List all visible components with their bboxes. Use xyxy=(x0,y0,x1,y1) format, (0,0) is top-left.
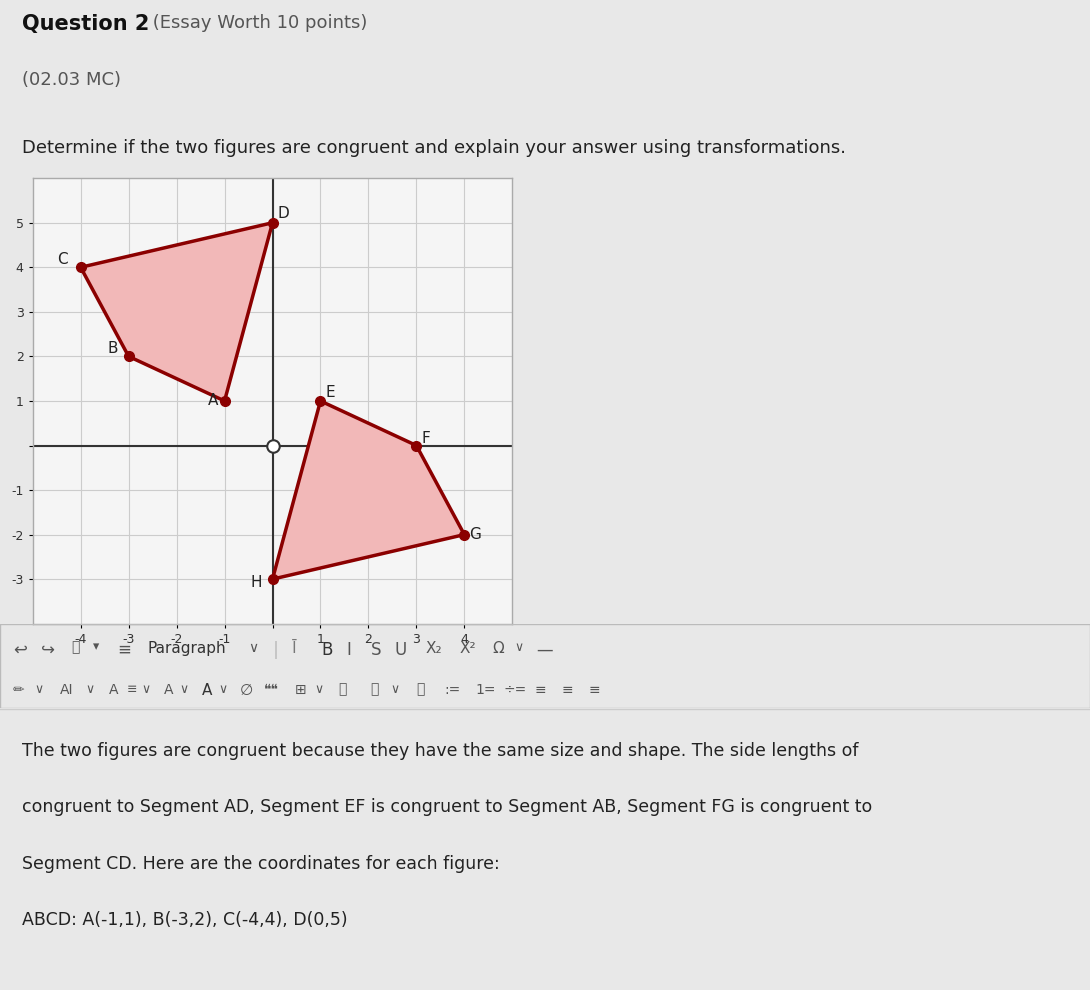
Text: AI: AI xyxy=(60,683,73,697)
Text: ≡: ≡ xyxy=(126,683,137,696)
Text: ∨: ∨ xyxy=(85,683,94,696)
Text: congruent to Segment AD, Segment EF is congruent to Segment AB, Segment FG is co: congruent to Segment AD, Segment EF is c… xyxy=(22,798,872,816)
Polygon shape xyxy=(272,401,464,579)
Text: The two figures are congruent because they have the same size and shape. The sid: The two figures are congruent because th… xyxy=(22,742,858,759)
Text: ≡: ≡ xyxy=(589,683,601,697)
Text: ✏: ✏ xyxy=(13,683,25,697)
Text: A: A xyxy=(164,683,173,697)
Text: A: A xyxy=(202,683,213,698)
Text: ∨: ∨ xyxy=(180,683,189,696)
Text: ≡: ≡ xyxy=(561,683,573,697)
Text: Determine if the two figures are congruent and explain your answer using transfo: Determine if the two figures are congrue… xyxy=(22,139,846,157)
Text: Paragraph: Paragraph xyxy=(147,641,226,655)
Text: G: G xyxy=(469,527,481,543)
Text: ▾: ▾ xyxy=(93,641,99,653)
Text: 1=: 1= xyxy=(475,683,496,697)
Text: 🔍: 🔍 xyxy=(71,641,80,654)
Text: (Essay Worth 10 points): (Essay Worth 10 points) xyxy=(147,14,367,33)
Text: F: F xyxy=(421,432,429,446)
Text: ≡: ≡ xyxy=(118,641,132,658)
Text: ∨: ∨ xyxy=(390,683,399,696)
Text: S: S xyxy=(371,641,382,658)
Text: B: B xyxy=(322,641,332,658)
Text: ÷=: ÷= xyxy=(504,683,526,697)
Text: U: U xyxy=(395,641,407,658)
Text: X²: X² xyxy=(460,641,476,655)
Text: 🔍: 🔍 xyxy=(371,683,379,697)
Text: ∨: ∨ xyxy=(218,683,227,696)
Text: Segment CD. Here are the coordinates for each figure:: Segment CD. Here are the coordinates for… xyxy=(22,854,499,872)
Text: ↩: ↩ xyxy=(13,641,27,658)
Text: ∨: ∨ xyxy=(514,641,523,653)
Text: 📰: 📰 xyxy=(416,683,425,697)
Text: —: — xyxy=(536,641,553,658)
Text: ↪: ↪ xyxy=(41,641,56,658)
Text: :=: := xyxy=(445,683,461,697)
Text: C: C xyxy=(57,251,68,266)
Text: E: E xyxy=(325,385,335,400)
Text: ∨: ∨ xyxy=(249,641,258,654)
Text: ∅: ∅ xyxy=(240,683,253,698)
Text: A: A xyxy=(208,392,218,408)
Text: Ω: Ω xyxy=(493,641,505,655)
Text: ❝❝: ❝❝ xyxy=(264,683,279,697)
Text: ∨: ∨ xyxy=(142,683,150,696)
Text: ∨: ∨ xyxy=(35,683,44,696)
Text: 🖼: 🖼 xyxy=(338,683,347,697)
Text: ⊞: ⊞ xyxy=(294,683,306,697)
Text: (02.03 MC): (02.03 MC) xyxy=(22,71,121,89)
Text: |: | xyxy=(272,641,279,658)
Text: Ī: Ī xyxy=(292,641,296,655)
Text: H: H xyxy=(251,575,263,590)
Text: X₂: X₂ xyxy=(425,641,441,655)
Text: ABCD: A(-1,1), B(-3,2), C(-4,4), D(0,5): ABCD: A(-1,1), B(-3,2), C(-4,4), D(0,5) xyxy=(22,911,348,929)
Text: ∨: ∨ xyxy=(314,683,323,696)
Text: A: A xyxy=(109,683,119,697)
Polygon shape xyxy=(81,223,272,401)
Text: D: D xyxy=(277,206,289,222)
Text: Question 2: Question 2 xyxy=(22,14,149,35)
Text: ≡: ≡ xyxy=(534,683,546,697)
Text: B: B xyxy=(107,341,118,355)
Text: I: I xyxy=(347,641,351,658)
